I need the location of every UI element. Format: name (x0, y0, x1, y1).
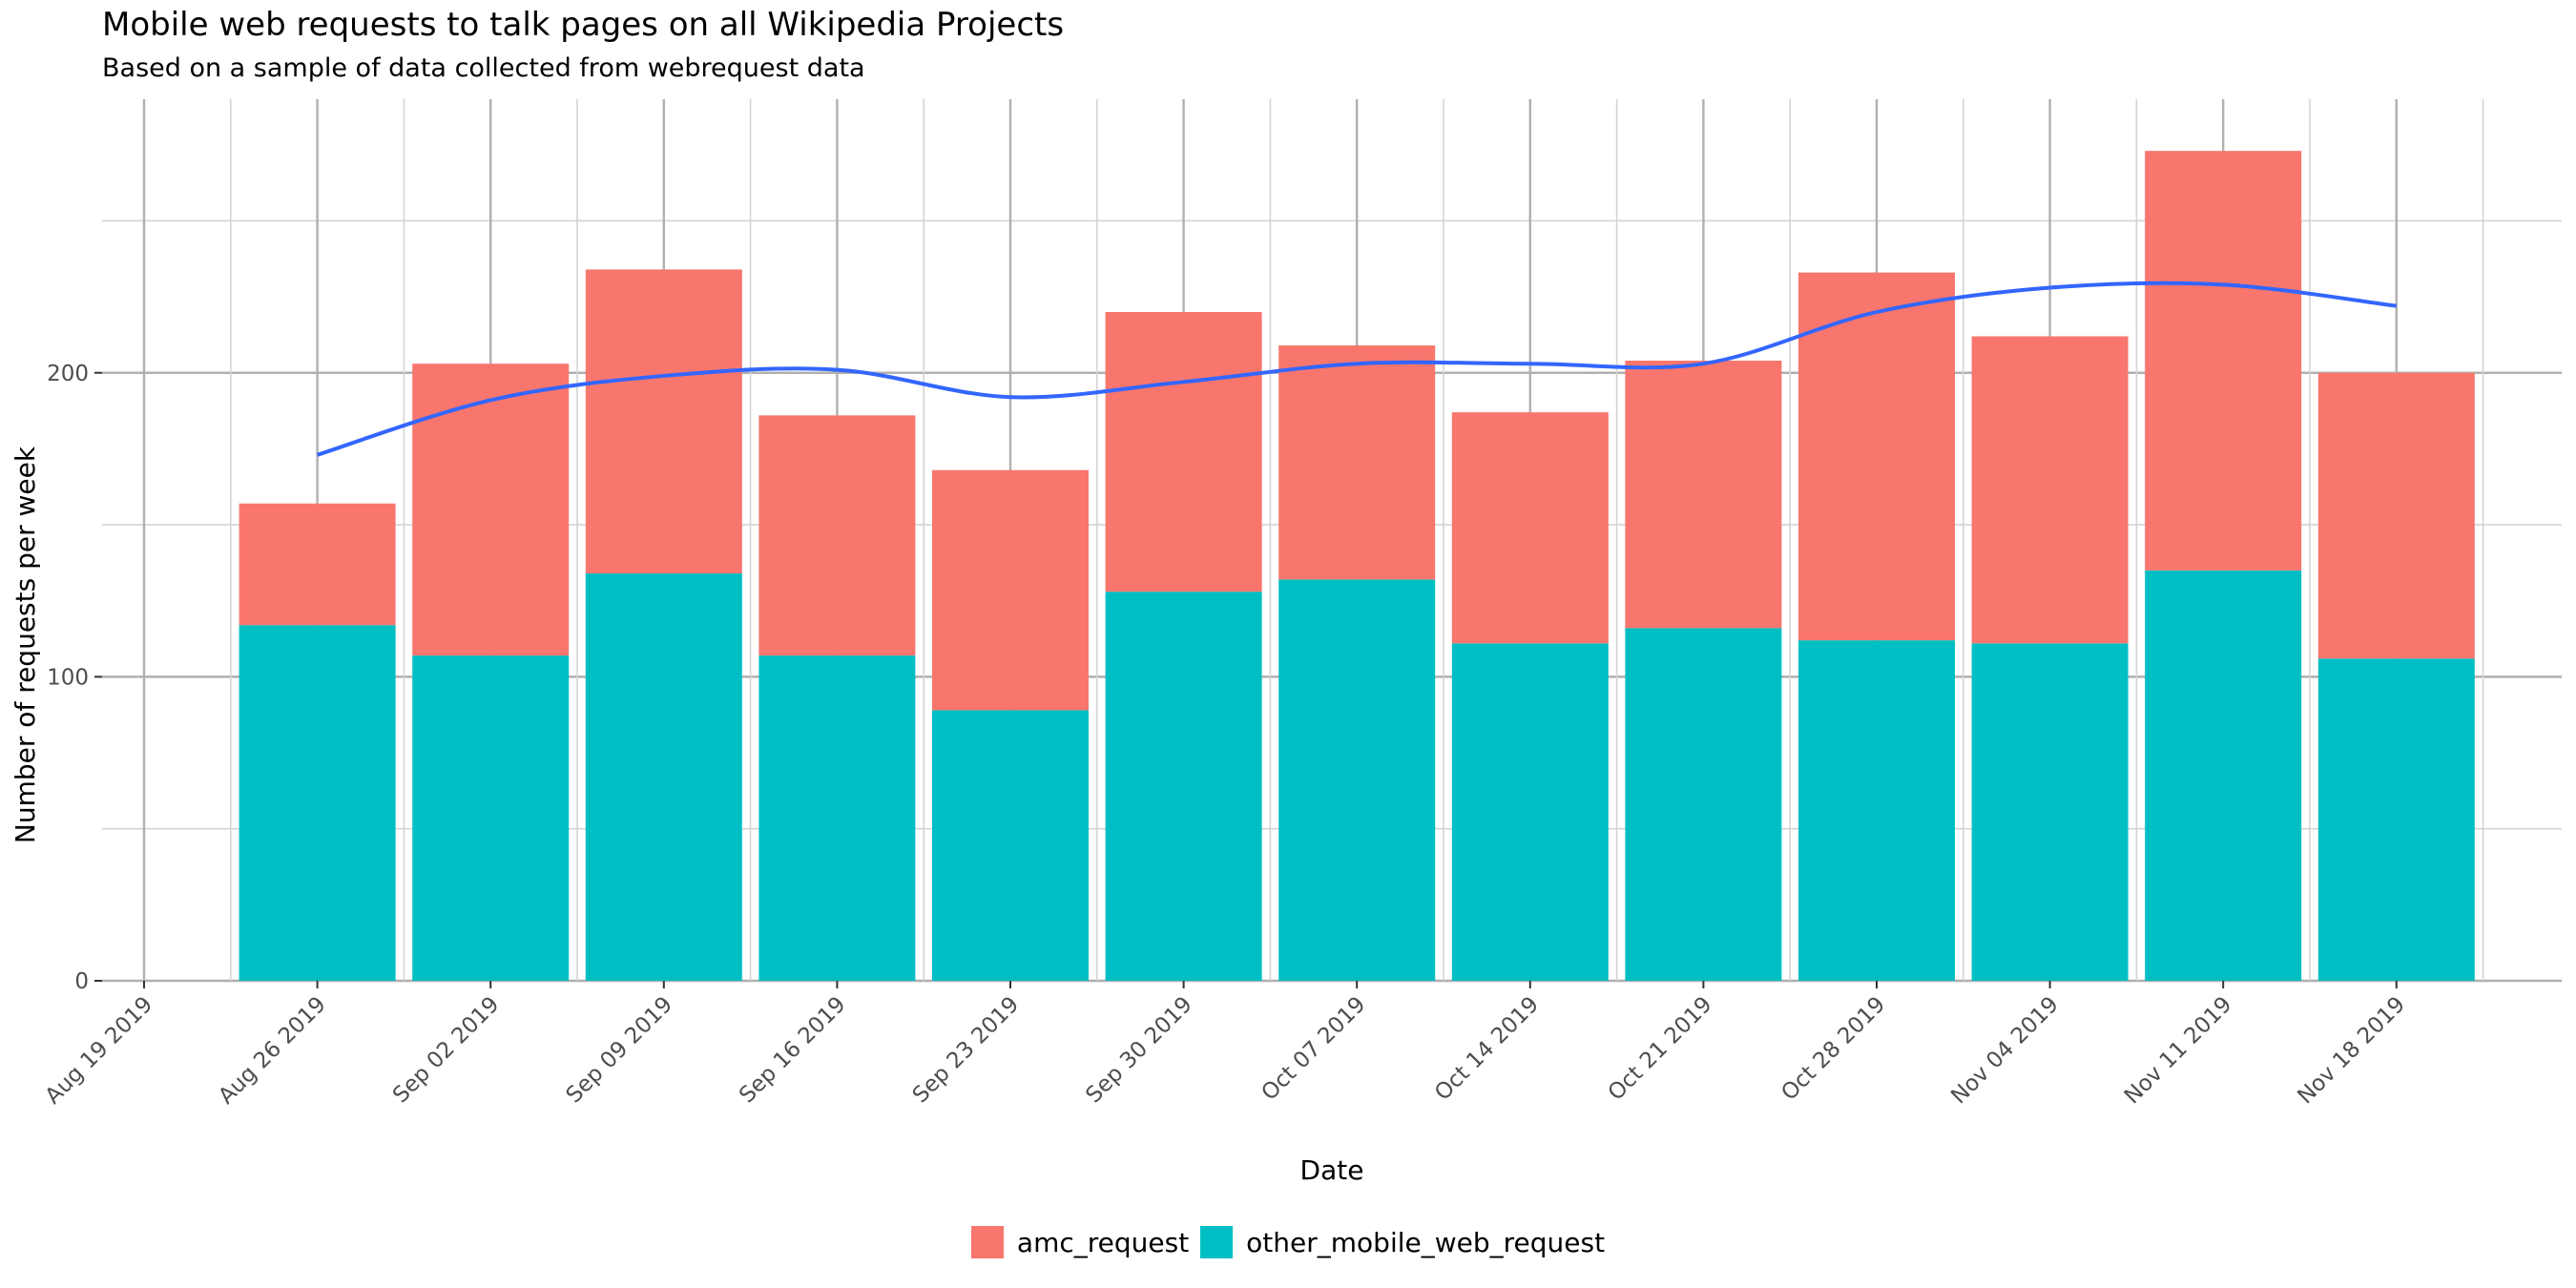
bar-amc-request (1278, 345, 1436, 580)
x-tick-label: Aug 19 2019 (41, 992, 158, 1110)
bar-amc-request (1971, 336, 2129, 644)
y-axis-ticks: 0 100 200 (47, 362, 102, 994)
legend-item: amc_request (970, 1226, 1190, 1258)
x-tick-label: Sep 16 2019 (735, 992, 850, 1108)
y-tick-label: 100 (47, 665, 89, 690)
x-tick-label: Nov 11 2019 (2120, 992, 2237, 1110)
bar-other-mobile-web-request (2145, 570, 2302, 981)
bars (239, 151, 2475, 981)
bar-other-mobile-web-request (2317, 658, 2475, 981)
y-tick-label: 200 (47, 362, 89, 386)
bar-amc-request (585, 269, 742, 574)
chart-subtitle: Based on a sample of data collected from… (102, 53, 865, 83)
bar-amc-request (2145, 151, 2302, 571)
legend-label: amc_request (1016, 1226, 1190, 1258)
bar-amc-request (758, 415, 916, 656)
bar-amc-request (1451, 412, 1609, 644)
legend-label: other_mobile_web_request (1246, 1226, 1606, 1258)
x-tick-label: Sep 23 2019 (908, 992, 1024, 1108)
x-tick-label: Oct 07 2019 (1257, 992, 1371, 1106)
legend-item: other_mobile_web_request (1200, 1226, 1605, 1258)
x-tick-label: Sep 09 2019 (562, 992, 677, 1108)
bar-other-mobile-web-request (1798, 640, 1955, 981)
legend: amc_request other_mobile_web_request (0, 1221, 2576, 1263)
x-tick-label: Nov 18 2019 (2293, 992, 2410, 1110)
legend-swatch (1200, 1226, 1234, 1258)
x-tick-label: Oct 14 2019 (1430, 992, 1544, 1106)
bar-other-mobile-web-request (932, 710, 1089, 981)
bar-amc-request (2317, 372, 2475, 659)
bar-amc-request (932, 469, 1089, 711)
legend-swatch (970, 1226, 1004, 1258)
bar-other-mobile-web-request (585, 573, 742, 981)
bar-other-mobile-web-request (1278, 579, 1436, 981)
bar-amc-request (412, 364, 570, 656)
smooth-trend-line-path (316, 280, 2398, 457)
x-tick-label: Aug 26 2019 (214, 992, 331, 1110)
bar-other-mobile-web-request (239, 625, 396, 981)
bar-amc-request (239, 503, 396, 626)
bar-other-mobile-web-request (1971, 643, 2129, 981)
stacked-bar-chart: 0 100 200 Aug 19 2019 Aug 26 2019 Sep 02 201… (10, 99, 2562, 1186)
chart-title: Mobile web requests to talk pages on all… (102, 6, 1065, 44)
bar-amc-request (1105, 312, 1262, 592)
y-axis-label: Number of requests per week (10, 446, 41, 843)
x-tick-label: Nov 04 2019 (1946, 992, 2064, 1110)
bar-other-mobile-web-request (1625, 628, 1782, 981)
bar-amc-request (1798, 272, 1955, 641)
bar-other-mobile-web-request (412, 655, 570, 981)
smooth-trend-line (316, 280, 2398, 457)
bar-other-mobile-web-request (758, 655, 916, 981)
x-axis-ticks: Aug 19 2019 Aug 26 2019 Sep 02 2019 Sep 09 … (41, 981, 2410, 1109)
x-tick-label: Oct 21 2019 (1604, 992, 1717, 1106)
x-tick-label: Sep 30 2019 (1081, 992, 1196, 1108)
x-tick-label: Oct 28 2019 (1776, 992, 1890, 1106)
bar-other-mobile-web-request (1451, 643, 1609, 981)
bar-other-mobile-web-request (1105, 592, 1262, 981)
x-tick-label: Sep 02 2019 (388, 992, 504, 1108)
y-tick-label: 0 (74, 969, 89, 994)
x-axis-label: Date (1300, 1154, 1364, 1186)
bar-amc-request (1625, 361, 1782, 629)
